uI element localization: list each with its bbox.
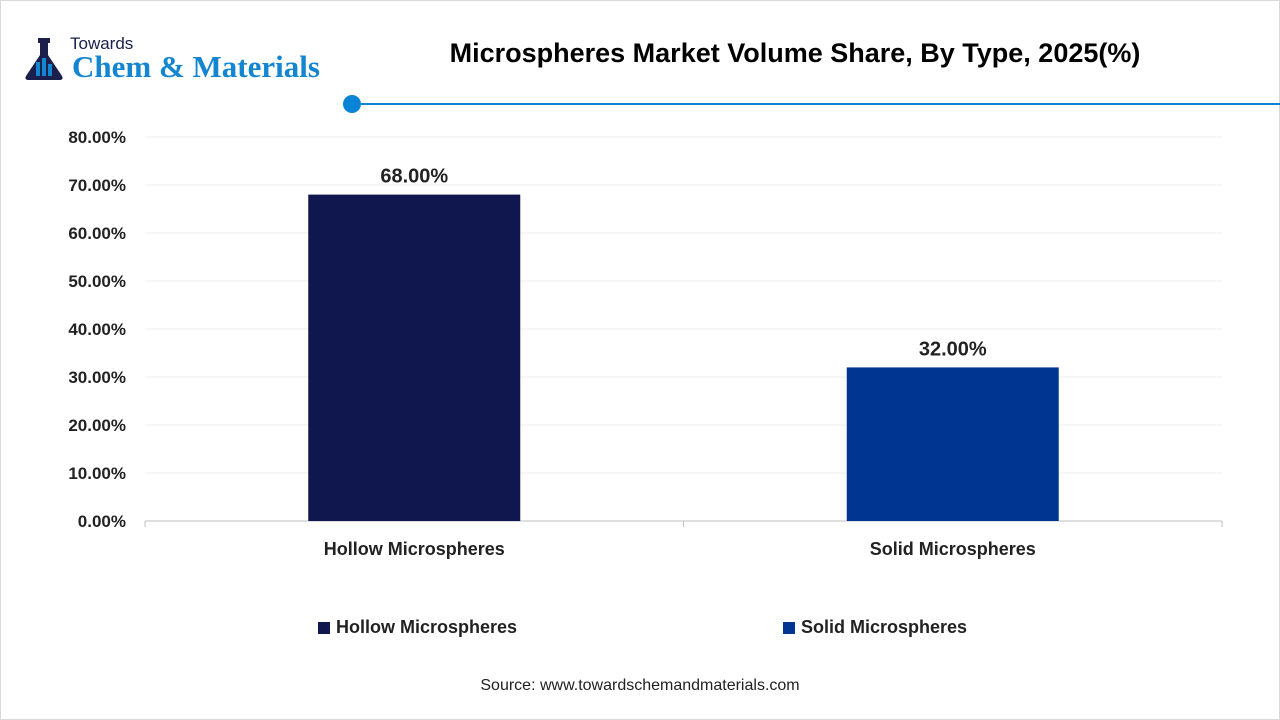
source-text: Source: www.towardschemandmaterials.com xyxy=(480,677,800,694)
title-rule-dot xyxy=(343,95,361,113)
y-tick-label: 40.00% xyxy=(68,320,126,339)
x-tick-label: Solid Microspheres xyxy=(870,539,1036,559)
bar xyxy=(846,367,1059,521)
data-label: 68.00% xyxy=(380,166,448,188)
y-tick-label: 80.00% xyxy=(68,128,126,147)
legend-swatch xyxy=(783,621,795,634)
legend-item-hollow: Hollow Microspheres xyxy=(318,617,517,638)
legend-swatch xyxy=(318,621,330,634)
y-tick-label: 30.00% xyxy=(68,368,126,387)
y-tick-label: 50.00% xyxy=(68,272,126,291)
y-tick-label: 0.00% xyxy=(78,512,126,531)
y-tick-label: 70.00% xyxy=(68,176,126,195)
flask-icon xyxy=(25,38,63,80)
legend-item-solid: Solid Microspheres xyxy=(783,617,967,638)
x-tick-label: Hollow Microspheres xyxy=(324,539,505,559)
data-label: 32.00% xyxy=(919,338,987,360)
title-rule xyxy=(352,103,1280,105)
y-tick-label: 10.00% xyxy=(68,464,126,483)
y-tick-label: 60.00% xyxy=(68,224,126,243)
y-tick-label: 20.00% xyxy=(68,416,126,435)
bar xyxy=(308,194,521,521)
chart-title: Microspheres Market Volume Share, By Typ… xyxy=(449,38,1141,68)
